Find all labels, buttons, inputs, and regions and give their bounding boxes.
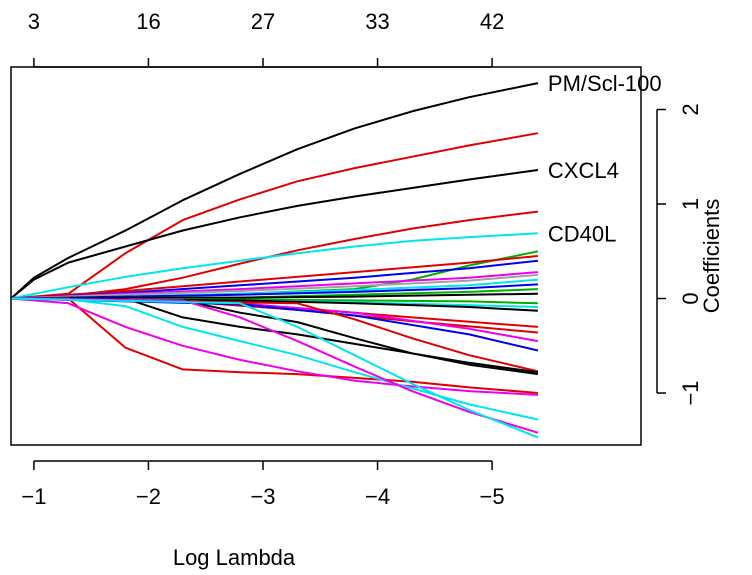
x-tick-label: −3 [250, 484, 275, 509]
coefficient-path-1 [10, 82, 539, 300]
y-tick-label: 2 [678, 103, 703, 115]
coefficient-path-24 [11, 297, 539, 374]
y-tick-label: 1 [678, 198, 703, 210]
coefficient-path-12 [10, 283, 538, 300]
top-tick-label: 42 [480, 9, 504, 34]
axes: −1 −2 −3 −4 −5 3 16 27 33 42 −1 0 1 2 [21, 9, 702, 509]
top-tick-label: 27 [251, 9, 275, 34]
annotations: PM/Scl-100 CXCL4 CD40L [548, 71, 662, 246]
coefficient-path-5 [10, 232, 538, 300]
y-axis-label: Coefficients [699, 199, 724, 314]
top-tick-label: 3 [28, 9, 40, 34]
coefficient-path-3 [10, 169, 539, 300]
coefficient-path-25 [11, 297, 538, 394]
series-lines [10, 82, 539, 439]
plot-frame [10, 66, 642, 446]
top-tick-label: 33 [365, 9, 389, 34]
x-tick-label: −5 [480, 484, 505, 509]
coefficient-path-2 [10, 132, 539, 300]
annotation-label: PM/Scl-100 [548, 71, 662, 96]
y-tick-label: 0 [678, 292, 703, 304]
coefficient-path-14 [10, 292, 538, 300]
coefficient-path-7 [10, 255, 538, 300]
coefficient-path-23 [10, 297, 539, 376]
coefficient-path-29 [10, 297, 539, 439]
top-tick-label: 16 [136, 9, 160, 34]
coefficient-path-22 [10, 297, 539, 373]
x-tick-label: −4 [365, 484, 390, 509]
x-axis-label: Log Lambda [173, 545, 296, 570]
annotation-label: CXCL4 [548, 158, 619, 183]
y-tick-label: −1 [678, 380, 703, 405]
annotation-label: CD40L [548, 221, 616, 246]
coefficient-path-26 [10, 297, 538, 396]
coefficient-path-10 [10, 273, 538, 300]
x-tick-label: −2 [136, 484, 161, 509]
x-tick-label: −1 [21, 484, 46, 509]
